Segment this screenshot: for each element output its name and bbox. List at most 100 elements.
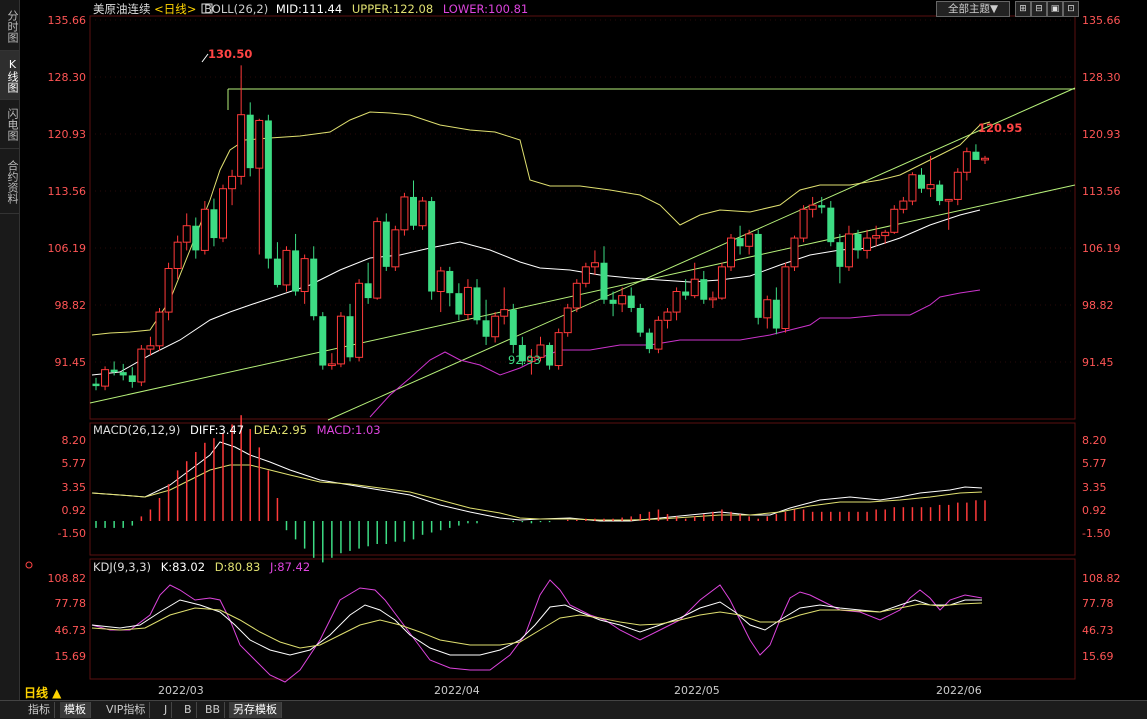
candle[interactable] <box>745 229 754 255</box>
candle[interactable] <box>364 262 372 304</box>
candle[interactable] <box>219 184 227 243</box>
candle[interactable] <box>436 266 445 313</box>
candle[interactable] <box>772 287 780 335</box>
maximize-icon[interactable]: ▣ <box>1047 1 1063 17</box>
candle[interactable] <box>418 196 427 230</box>
candle[interactable] <box>663 307 672 329</box>
candle[interactable] <box>101 366 110 391</box>
candle[interactable] <box>128 367 136 388</box>
candle[interactable] <box>536 336 545 362</box>
restore-icon[interactable]: ⊡ <box>1063 1 1079 17</box>
candle[interactable] <box>581 262 590 288</box>
candle[interactable] <box>527 349 536 375</box>
tab-j[interactable]: J <box>160 702 173 718</box>
candle[interactable] <box>200 201 209 255</box>
candle[interactable] <box>173 235 182 280</box>
candle[interactable] <box>319 312 327 370</box>
candle[interactable] <box>455 283 463 321</box>
kline-chart[interactable]: 135.66 128.30 120.93 113.56 106.19 98.82 91.45… <box>20 0 1147 700</box>
candle[interactable] <box>210 198 218 247</box>
candle[interactable] <box>854 229 862 259</box>
candle[interactable] <box>554 328 563 370</box>
candle[interactable] <box>146 336 155 356</box>
candle[interactable] <box>763 295 772 329</box>
candle[interactable] <box>836 233 844 284</box>
candle[interactable] <box>944 198 953 230</box>
candle[interactable] <box>627 287 635 313</box>
candle[interactable] <box>410 180 417 230</box>
candle[interactable] <box>382 213 390 271</box>
candle[interactable] <box>164 262 173 321</box>
candle[interactable] <box>346 303 354 362</box>
candle[interactable] <box>781 262 790 333</box>
candle[interactable] <box>255 118 264 255</box>
candle[interactable] <box>962 147 971 181</box>
tab-time-chart[interactable]: 分时图 <box>0 2 19 51</box>
candle[interactable] <box>799 205 808 243</box>
candle[interactable] <box>600 246 608 304</box>
tab-indicators[interactable]: 指标 <box>24 702 55 718</box>
candle[interactable] <box>654 316 663 354</box>
candle[interactable] <box>92 377 100 391</box>
candle[interactable] <box>282 246 291 292</box>
candle[interactable] <box>182 213 191 251</box>
candle[interactable] <box>618 287 627 313</box>
candle[interactable] <box>473 279 481 325</box>
candle[interactable] <box>300 254 309 304</box>
period-selector[interactable]: 日线 ▲ <box>24 686 62 700</box>
candle[interactable] <box>273 242 281 288</box>
candle[interactable] <box>645 328 653 354</box>
candle[interactable] <box>708 291 717 308</box>
candle[interactable] <box>327 353 336 370</box>
candle[interactable] <box>736 225 744 255</box>
tab-save-template[interactable]: 另存模板 <box>229 702 282 718</box>
layout-grid-icon[interactable]: ⊞ <box>1015 1 1031 17</box>
candle[interactable] <box>119 363 127 381</box>
candle[interactable] <box>953 168 962 206</box>
candle[interactable] <box>192 217 200 259</box>
candle[interactable] <box>818 196 826 214</box>
layout-split-icon[interactable]: ⊟ <box>1031 1 1047 17</box>
candle[interactable] <box>500 287 509 325</box>
candle[interactable] <box>237 65 246 185</box>
candle[interactable] <box>391 225 400 271</box>
candle[interactable] <box>863 229 872 259</box>
candle[interactable] <box>155 307 164 351</box>
candle[interactable] <box>572 279 581 313</box>
candle[interactable] <box>827 201 835 247</box>
candle[interactable] <box>844 225 853 271</box>
candle[interactable] <box>491 312 500 343</box>
tab-vip-indicators[interactable]: VIP指标 <box>102 702 151 718</box>
kdj-settings-icon[interactable] <box>25 561 33 569</box>
candle[interactable] <box>908 172 917 206</box>
candle[interactable] <box>700 270 708 304</box>
candle[interactable] <box>672 287 681 321</box>
candle[interactable] <box>972 144 980 160</box>
candle[interactable] <box>926 155 935 197</box>
candle[interactable] <box>428 196 436 300</box>
candle[interactable] <box>890 205 899 234</box>
candle[interactable] <box>292 233 300 296</box>
theme-dropdown[interactable]: 全部主题▼ <box>936 1 1010 17</box>
candle[interactable] <box>509 303 517 354</box>
candle[interactable] <box>446 266 454 307</box>
candle[interactable] <box>682 279 690 300</box>
tab-flash-chart[interactable]: 闪电图 <box>0 100 19 149</box>
candle[interactable] <box>717 262 726 300</box>
candle[interactable] <box>808 196 817 218</box>
tab-contract-info[interactable]: 合约资料 <box>0 151 19 214</box>
candle[interactable] <box>518 336 526 366</box>
candle[interactable] <box>918 168 925 193</box>
candle[interactable] <box>310 246 318 321</box>
candle[interactable] <box>336 312 345 368</box>
candle[interactable] <box>463 279 472 321</box>
tab-b[interactable]: B <box>180 702 197 718</box>
candle[interactable] <box>981 155 989 165</box>
candle[interactable] <box>373 217 382 300</box>
candle[interactable] <box>727 233 735 271</box>
candle[interactable] <box>546 342 554 370</box>
candle[interactable] <box>936 180 944 206</box>
candle[interactable] <box>246 102 254 177</box>
candle[interactable] <box>609 291 617 317</box>
candle[interactable] <box>563 303 572 337</box>
